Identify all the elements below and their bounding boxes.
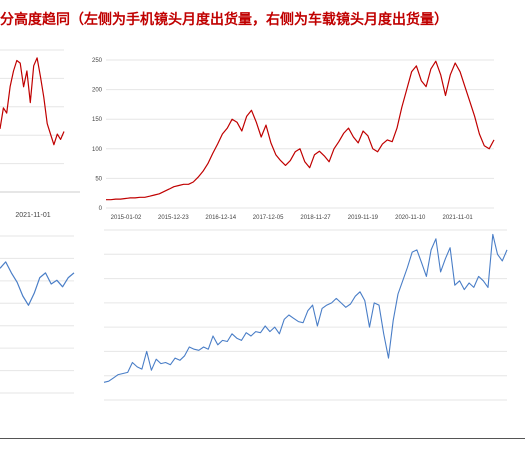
y-tick-label: 200 [92,88,103,94]
chart-panel-top-right: 250 200 150 100 50 0 2015-01-02 2015-12-23 2016-… [82,42,525,224]
chart-top-left: 2021-11-01 [0,49,80,219]
y-tick-label: 250 [92,58,103,64]
chart-panel-bottom-right [82,228,525,403]
series-line [0,57,65,146]
page-title: 分高度趋同（左侧为手机镜头月度出货量，右侧为车载镜头月度出货量） [0,12,448,28]
chart-top-right: 250 200 150 100 50 0 2015-01-02 2015-12-23 2016-… [92,58,495,221]
chart-panel-bottom-left [0,228,80,403]
y-tick-label: 50 [95,176,102,182]
x-tick-label: 2021-11-01 [15,212,50,219]
chart-bottom-left [0,235,75,394]
x-tick-label: 2018-11-27 [300,215,331,221]
y-tick-label: 0 [99,206,103,212]
x-tick-label: 2016-12-14 [205,215,236,221]
x-tick-label: 2015-01-02 [111,215,142,221]
x-tick-label: 2021-11-01 [443,215,474,221]
x-tick-label: 2020-11-10 [395,215,426,221]
bottom-rule [0,438,525,439]
series-line [0,261,75,306]
x-tick-label: 2015-12-23 [158,215,189,221]
x-tick-label: 2017-12-05 [253,215,284,221]
chart-panel-top-left: 2021-11-01 [0,42,80,222]
y-tick-label: 150 [92,117,103,123]
x-tick-label: 2019-11-19 [348,215,379,221]
chart-bottom-right [103,229,508,401]
y-tick-label: 100 [92,147,103,153]
series-line [103,233,508,383]
series-line [106,60,495,201]
